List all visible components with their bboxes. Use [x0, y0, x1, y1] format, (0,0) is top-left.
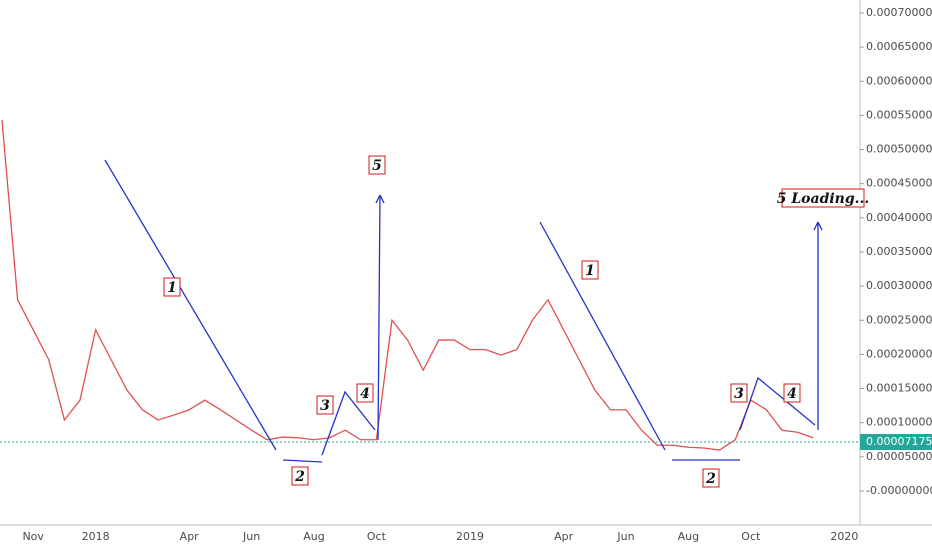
x-tick-label: 2020: [830, 530, 858, 543]
annotation-box: [368, 155, 386, 175]
last-price-tag: [860, 433, 932, 450]
x-tick-label: Jun: [616, 530, 634, 543]
x-tick-label: Nov: [22, 530, 44, 543]
wave-line: [813, 221, 819, 430]
x-tick-label: Oct: [741, 530, 761, 543]
annotation: 2: [294, 469, 305, 485]
y-tick-label: 0.00035000: [866, 245, 932, 258]
wave-line: [817, 221, 823, 231]
annotation: 2: [705, 471, 716, 487]
annotation: 4: [787, 386, 797, 402]
annotation-box: [581, 260, 599, 280]
y-tick-label: 0.00030000: [866, 279, 932, 292]
x-tick-label: 2019: [456, 530, 484, 543]
x-tick-label: Aug: [303, 530, 324, 543]
plot: [1, 120, 814, 451]
wave-line: [379, 194, 385, 204]
annotation-box: [781, 188, 865, 208]
annotation: 3: [734, 386, 744, 402]
y-tick-label: 0.00040000: [866, 211, 932, 224]
y-tick-label: 0.00070000: [866, 6, 932, 19]
annotation-box: [316, 395, 334, 415]
y-tick-label: 0.00060000: [866, 74, 932, 87]
annotation: 4: [360, 386, 370, 402]
annotations: 1 2 3 4 5 1 2 3 4 5 Loading...: [163, 155, 870, 488]
annotation-box: [702, 468, 720, 488]
y-tick-label: 0.00065000: [866, 40, 932, 53]
y-tick-label: 0.00005000: [866, 450, 932, 463]
annotation-box: [730, 383, 748, 403]
x-tick-label: Jun: [242, 530, 260, 543]
wave-line: [375, 194, 381, 441]
annotation-box: [783, 383, 801, 403]
y-tick-label: 0.00050000: [866, 143, 932, 156]
wave-lines: [104, 159, 823, 463]
y-tick-label: 0.00045000: [866, 177, 932, 190]
y-tick-label: 0.00025000: [866, 313, 932, 326]
annotation-box: [356, 383, 374, 403]
wave-line: [739, 376, 816, 431]
x-tick-label: Oct: [367, 530, 387, 543]
annotation: 1: [167, 280, 177, 296]
y-tick-label: 0.00015000: [866, 382, 932, 395]
wave-line: [282, 459, 323, 463]
wave-line: [104, 159, 277, 451]
annotation: 5 Loading...: [777, 191, 870, 207]
y-tick-label: -0.00000000: [866, 484, 932, 497]
annotation: 5: [372, 158, 382, 174]
y-tick-label: 0.00020000: [866, 347, 932, 360]
annotation-box: [163, 277, 181, 297]
last-price-label: 0.00007175: [866, 435, 932, 448]
wave-line: [321, 390, 376, 456]
x-tick-label: Aug: [678, 530, 699, 543]
x-tick-label: 2018: [82, 530, 110, 543]
x-tick-label: Apr: [554, 530, 574, 543]
price-line: [1, 120, 814, 451]
wave-line: [539, 221, 666, 451]
annotation: 3: [320, 398, 330, 414]
annotation: 1: [585, 263, 595, 279]
x-tick-label: Apr: [180, 530, 200, 543]
y-tick-label: 0.00010000: [866, 416, 932, 429]
annotation-box: [291, 466, 309, 486]
y-tick-label: 0.00055000: [866, 108, 932, 121]
